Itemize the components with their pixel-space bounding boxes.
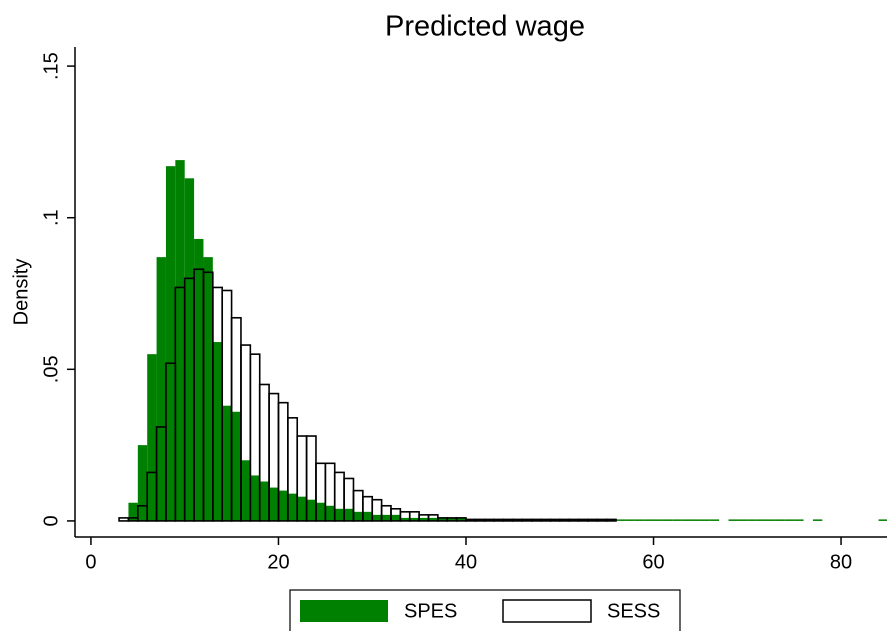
bar bbox=[437, 517, 448, 521]
bar bbox=[502, 518, 514, 522]
bar bbox=[250, 475, 260, 521]
bar bbox=[128, 502, 138, 521]
bar bbox=[465, 518, 477, 522]
bar bbox=[344, 508, 354, 521]
y-tick-label: 0 bbox=[40, 515, 62, 526]
legend-box bbox=[289, 589, 681, 631]
x-tick-label: 0 bbox=[85, 551, 96, 573]
x-tick-label: 60 bbox=[642, 551, 664, 573]
bar bbox=[756, 519, 767, 521]
bar bbox=[634, 519, 645, 521]
bar bbox=[605, 518, 617, 522]
bar bbox=[222, 405, 232, 521]
bar bbox=[372, 514, 382, 521]
x-tick-label: 80 bbox=[830, 551, 852, 573]
bar bbox=[653, 519, 663, 521]
bar bbox=[315, 502, 326, 521]
bar bbox=[616, 519, 626, 521]
bar bbox=[165, 166, 176, 521]
bar bbox=[137, 445, 148, 521]
bar bbox=[644, 519, 654, 521]
x-tick-label: 40 bbox=[455, 551, 477, 573]
bar bbox=[512, 518, 524, 522]
bar bbox=[662, 519, 673, 521]
bar bbox=[568, 518, 580, 522]
bar bbox=[381, 514, 391, 521]
bar bbox=[456, 517, 466, 521]
bar bbox=[156, 257, 166, 521]
bar bbox=[691, 519, 701, 521]
bar bbox=[353, 511, 363, 521]
bar bbox=[297, 496, 307, 521]
bar bbox=[709, 519, 720, 521]
bar bbox=[812, 519, 823, 521]
bar bbox=[794, 519, 804, 521]
legend-swatch bbox=[502, 599, 592, 623]
bar bbox=[596, 518, 608, 522]
chart-title: Predicted wage bbox=[385, 11, 585, 43]
bar bbox=[577, 518, 589, 522]
bar bbox=[175, 160, 185, 521]
bar bbox=[259, 481, 270, 521]
bar bbox=[194, 238, 204, 521]
x-tick-label: 20 bbox=[267, 551, 289, 573]
bar bbox=[672, 519, 682, 521]
bar bbox=[184, 178, 195, 521]
bar bbox=[447, 517, 457, 521]
bar bbox=[231, 411, 241, 521]
bar bbox=[287, 493, 298, 521]
legend-label: SPES bbox=[404, 600, 457, 622]
bar bbox=[737, 519, 748, 521]
bar bbox=[878, 519, 887, 521]
y-axis-label: Density bbox=[10, 259, 32, 326]
bar bbox=[419, 517, 429, 521]
bar bbox=[521, 518, 533, 522]
bar bbox=[118, 517, 130, 522]
bar bbox=[483, 518, 495, 522]
bar bbox=[728, 519, 738, 521]
legend-label: SESS bbox=[607, 600, 660, 622]
bar bbox=[362, 511, 373, 521]
bar bbox=[428, 517, 438, 521]
bar bbox=[700, 519, 710, 521]
bar bbox=[775, 519, 785, 521]
bar bbox=[681, 519, 692, 521]
bar bbox=[334, 508, 345, 521]
bar bbox=[558, 518, 570, 522]
y-tick-label: .05 bbox=[40, 355, 62, 383]
bar bbox=[240, 460, 251, 521]
bar bbox=[400, 517, 410, 521]
bar bbox=[540, 518, 552, 522]
bar bbox=[269, 487, 279, 521]
bar bbox=[278, 490, 288, 521]
bar bbox=[147, 354, 157, 521]
legend-swatch bbox=[300, 600, 388, 622]
bar bbox=[747, 519, 757, 521]
bar bbox=[325, 505, 335, 521]
bar bbox=[625, 519, 635, 521]
bar bbox=[784, 519, 795, 521]
bar bbox=[766, 519, 776, 521]
bar bbox=[409, 517, 420, 521]
bar bbox=[474, 518, 486, 522]
bar bbox=[530, 518, 542, 522]
bar bbox=[306, 499, 316, 521]
y-tick-label: .1 bbox=[40, 209, 62, 226]
bar bbox=[212, 342, 223, 521]
bar bbox=[549, 518, 561, 522]
bar bbox=[587, 518, 599, 522]
bar bbox=[203, 257, 213, 521]
y-tick-label: .15 bbox=[40, 52, 62, 80]
bar bbox=[390, 514, 401, 521]
bar bbox=[493, 518, 505, 522]
